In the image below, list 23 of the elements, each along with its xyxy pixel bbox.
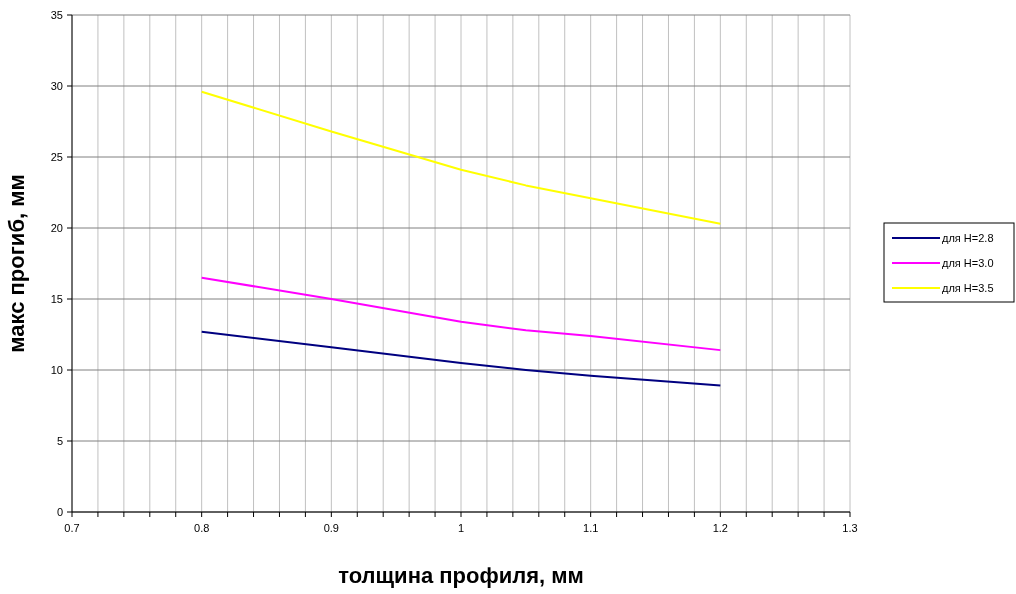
y-tick-label: 15 — [50, 292, 63, 305]
x-tick-label: 0.7 — [64, 522, 80, 534]
x-tick-label: 0.8 — [194, 522, 210, 534]
line-series — [200, 90, 722, 225]
legend-label: для H=3.0 — [942, 256, 994, 269]
y-tick-label: 10 — [50, 363, 63, 376]
x-tick-label: 1.1 — [583, 522, 599, 534]
y-tick-label: 5 — [56, 434, 63, 447]
y-tick-label: 20 — [50, 221, 63, 234]
x-tick-label: 1.2 — [712, 522, 728, 534]
y-tick-label: 30 — [50, 79, 63, 92]
x-tick-label: 1.3 — [842, 522, 858, 534]
y-axis-title: макс прогиб, мм — [4, 174, 29, 353]
legend-label: для H=2.8 — [942, 231, 994, 244]
x-tick-label: 1 — [457, 522, 465, 534]
line-series — [200, 330, 722, 387]
y-tick-label: 35 — [50, 8, 63, 21]
legend-label: для H=3.5 — [942, 281, 994, 294]
y-tick-label: 0 — [56, 505, 63, 518]
x-axis-title: толщина профиля, мм — [338, 563, 584, 588]
y-tick-label: 25 — [50, 150, 63, 163]
line-series — [200, 276, 722, 352]
x-tick-label: 0.9 — [323, 522, 339, 534]
